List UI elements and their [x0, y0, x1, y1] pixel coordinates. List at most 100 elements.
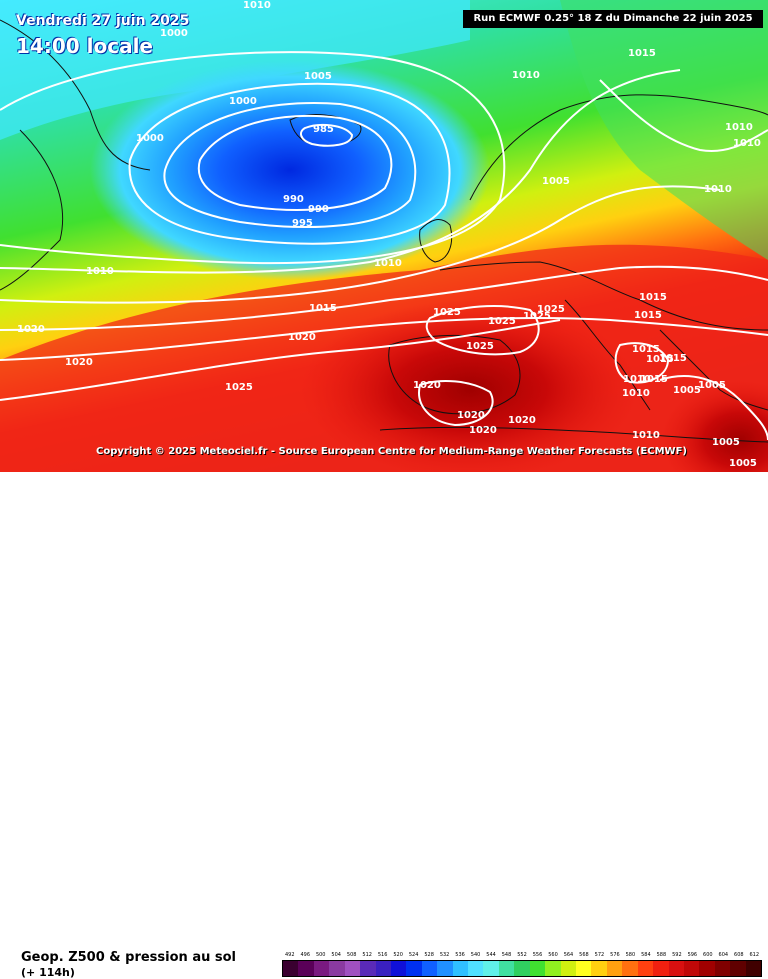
scale-swatch	[745, 961, 762, 976]
scale-label: 548	[501, 952, 512, 958]
isobar-label: 1015	[628, 48, 656, 59]
isobar-label: 1025	[225, 382, 253, 393]
scale-swatch	[668, 961, 684, 976]
isobars	[0, 51, 768, 441]
low-pressure-core	[90, 60, 490, 280]
scale-label: 596	[687, 952, 698, 958]
scale-label: 560	[548, 952, 558, 958]
scale-label: 608	[734, 952, 744, 958]
scale-swatch	[483, 961, 499, 976]
italy-coast	[564, 299, 651, 411]
scale-label: 544	[486, 952, 496, 958]
east-warm-core	[660, 380, 768, 472]
isobar-label: 1010	[725, 122, 753, 133]
isobar-label: 1005	[698, 380, 726, 391]
north-east-field	[560, 0, 768, 260]
isobar-1005-east	[659, 375, 768, 441]
scale-label: 532	[439, 952, 450, 958]
isobar-label: 1005	[304, 71, 332, 82]
scale-swatch	[591, 961, 607, 976]
scale-label: 520	[393, 952, 403, 958]
isobar-label: 1015	[632, 344, 660, 355]
scale-label: 584	[641, 952, 651, 958]
isobar-label: 1025	[433, 307, 461, 318]
greenland-coast	[0, 19, 151, 171]
scale-swatch	[452, 961, 469, 976]
isobar-label: 1015	[659, 353, 687, 364]
labrador-coast	[0, 129, 64, 291]
isobar-label: 1005	[712, 437, 740, 448]
isobar-label: 1010	[86, 266, 114, 277]
scale-label: 612	[749, 952, 760, 958]
color-scale: 492 496 500 504 508 512 516 520 524 528 532 536 540 5…	[282, 952, 762, 977]
isobar-1000	[128, 82, 451, 245]
scale-label: 588	[656, 952, 667, 958]
scale-label: 528	[424, 952, 434, 958]
scale-swatch	[329, 961, 345, 976]
isobar-label: 1015	[646, 354, 674, 365]
scale-label: 556	[532, 952, 543, 958]
scale-swatch	[313, 961, 330, 976]
scale-swatch	[360, 961, 376, 976]
scale-label: 600	[703, 952, 713, 958]
scale-label: 516	[377, 952, 388, 958]
scale-swatch	[375, 961, 391, 976]
isobar-label: 1010	[632, 430, 660, 441]
scale-swatch	[683, 961, 700, 976]
isobar-label: 1020	[508, 415, 536, 426]
copyright-notice: Copyright © 2025 Meteociel.fr - Source E…	[96, 446, 687, 457]
scale-swatch	[498, 961, 515, 976]
scale-swatch	[344, 961, 361, 976]
scale-swatch	[529, 961, 546, 976]
scale-label: 504	[331, 952, 341, 958]
scale-swatch	[283, 961, 299, 976]
isobar-label: 1020	[65, 357, 93, 368]
isobar-label: 1020	[469, 425, 497, 436]
isobar-990	[197, 114, 393, 211]
isobar-label: 990	[308, 204, 329, 215]
scale-label: 592	[672, 952, 682, 958]
isobar-label: 1005	[673, 385, 701, 396]
isobar-label: 990	[283, 194, 304, 205]
isobar-label: 1010	[623, 374, 651, 385]
isobar-1020	[0, 317, 768, 361]
scale-label: 512	[362, 952, 372, 958]
isobar-label: 985	[313, 124, 334, 135]
scale-swatch	[714, 961, 731, 976]
forecast-time: 14:00 locale	[16, 34, 153, 58]
scale-swatch	[390, 961, 407, 976]
scale-swatch	[730, 961, 746, 976]
scale-label: 496	[300, 952, 310, 958]
isobar-label: 1015	[640, 374, 668, 385]
scale-label: 568	[579, 952, 589, 958]
scale-label: 536	[455, 952, 465, 958]
scale-label: 552	[517, 952, 527, 958]
isobar-1015-ring	[614, 342, 670, 384]
isobar-label: 1025	[488, 316, 516, 327]
isobar-label: 1010	[704, 184, 732, 195]
forecast-date: Vendredi 27 juin 2025	[16, 13, 190, 29]
isobar-label: 1020	[413, 380, 441, 391]
scale-swatch	[421, 961, 438, 976]
scale-swatch	[468, 961, 484, 976]
isobar-label: 1005	[729, 458, 757, 469]
scale-swatch	[637, 961, 654, 976]
isobar-label: 1010	[622, 388, 650, 399]
isobar-label: 995	[292, 218, 313, 229]
scale-label: 508	[346, 952, 357, 958]
isobar-label: 1010	[374, 258, 402, 269]
isobar-1020-ring	[418, 380, 494, 427]
scale-label: 524	[408, 952, 419, 958]
color-scale-bar	[282, 960, 762, 977]
scale-swatch	[699, 961, 715, 976]
isobar-1025	[0, 319, 561, 401]
scale-swatch	[514, 961, 530, 976]
scale-swatch	[606, 961, 623, 976]
scale-swatch	[406, 961, 422, 976]
isobar-995	[163, 102, 417, 228]
isobar-labels: 1010 1005 1000 1000 1000 1005 1010 985 9…	[17, 0, 761, 469]
high-pressure-core	[300, 300, 640, 472]
isobar-1005	[0, 51, 506, 265]
color-scale-labels: 492 496 500 504 508 512 516 520 524 528 532 536 540 5…	[282, 952, 762, 958]
isobar-label: 1020	[17, 324, 45, 335]
